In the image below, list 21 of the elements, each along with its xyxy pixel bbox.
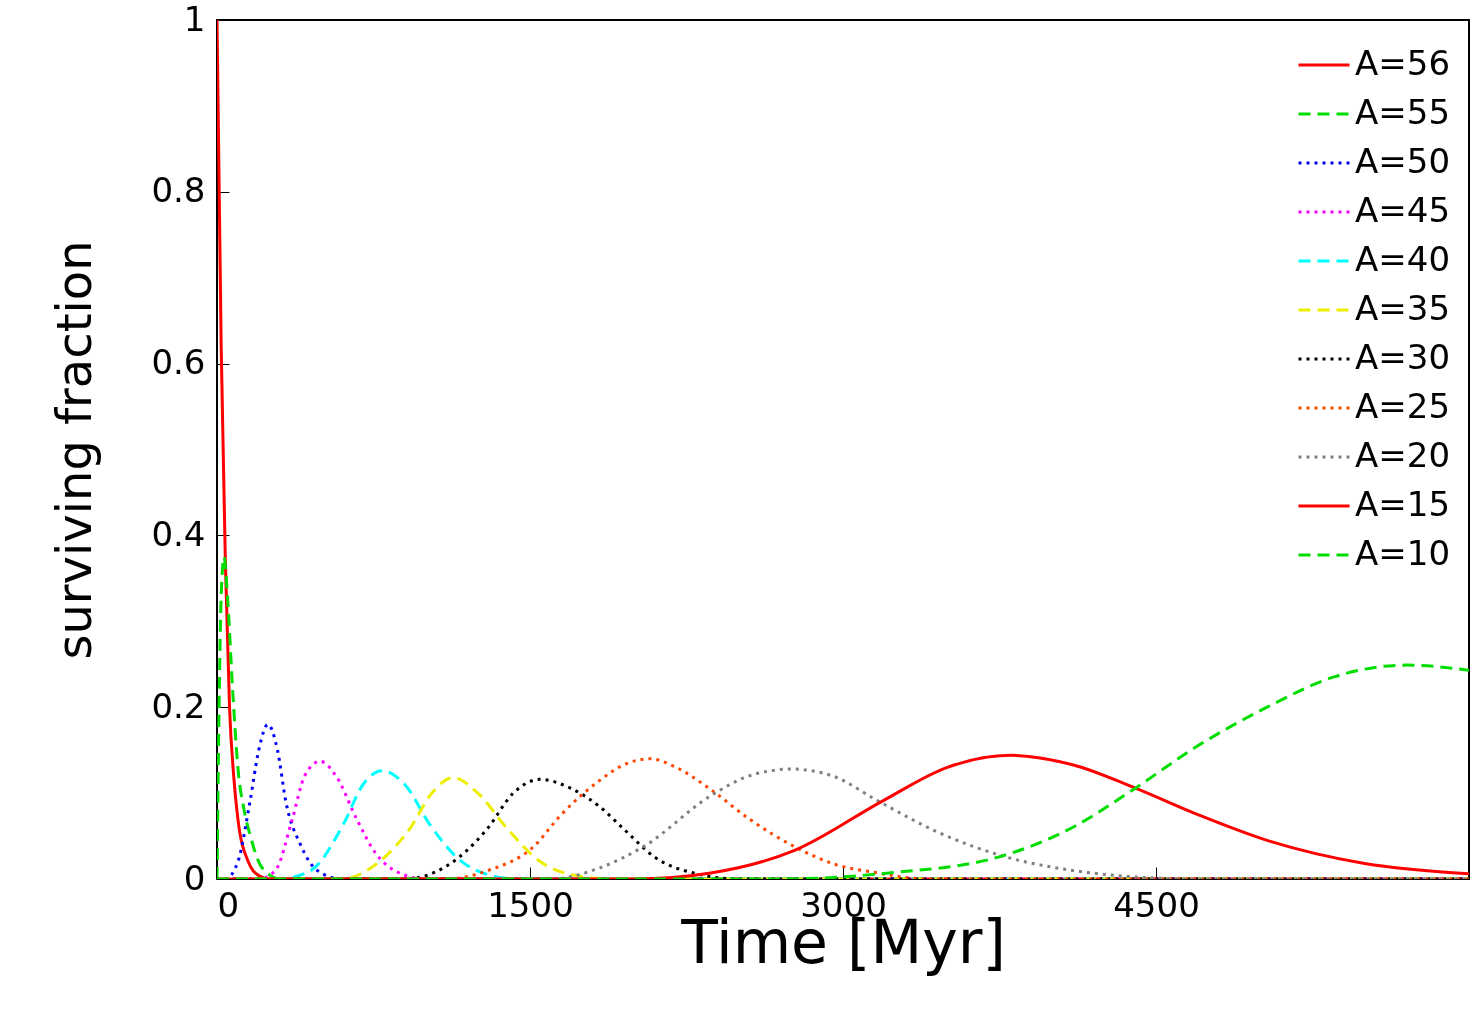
- legend-label: A=55: [1355, 92, 1451, 132]
- y-tick-label: 0.6: [151, 342, 206, 383]
- legend-label: A=15: [1355, 484, 1451, 524]
- legend-label: A=35: [1355, 288, 1451, 328]
- x-tick-label: 0: [217, 884, 240, 925]
- legend-label: A=30: [1355, 337, 1451, 377]
- legend-label: A=45: [1355, 190, 1451, 230]
- x-tick-label: 4500: [1113, 884, 1200, 925]
- y-tick-label: 0: [183, 857, 206, 898]
- y-tick-label: 0.4: [151, 513, 206, 554]
- y-tick-label: 0.2: [151, 685, 206, 726]
- y-tick-label: 1: [183, 0, 206, 39]
- legend-label: A=50: [1355, 141, 1451, 181]
- legend-label: A=56: [1355, 43, 1451, 83]
- legend-label: A=10: [1355, 533, 1451, 573]
- y-axis-title: surviving fraction: [46, 240, 103, 660]
- y-tick-label: 0.8: [151, 170, 206, 211]
- legend-label: A=40: [1355, 239, 1451, 279]
- x-tick-label: 1500: [487, 884, 574, 925]
- legend-label: A=20: [1355, 435, 1451, 475]
- legend-label: A=25: [1355, 386, 1451, 426]
